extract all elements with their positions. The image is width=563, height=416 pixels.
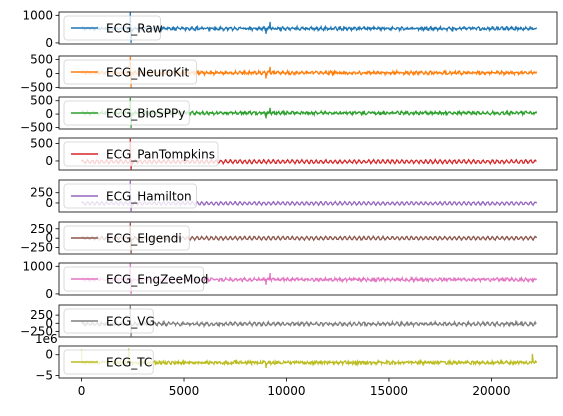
- legend-box: [63, 15, 161, 41]
- subplot-frame: [58, 137, 558, 171]
- x-tick-label: 0: [78, 384, 86, 398]
- y-tick-label: 0: [45, 154, 53, 168]
- y-tick-label: −5: [35, 369, 53, 383]
- legend: ECG_NeuroKit: [63, 59, 197, 85]
- y-tick-label: 0: [45, 66, 53, 80]
- legend: ECG_Raw: [63, 15, 163, 41]
- x-tick-label: 5000: [169, 384, 200, 398]
- series-line-ecg-vg: [81, 305, 537, 337]
- y-tick-label: 1000: [22, 259, 53, 273]
- legend-box: [63, 349, 154, 375]
- legend-box: [63, 308, 154, 334]
- subplot-ecg-engzeemod: 0 1000 ECG_EngZeeMod: [22, 259, 558, 301]
- y-tick-label: 250: [30, 308, 53, 322]
- y-tick-label: 0: [45, 196, 53, 210]
- legend-entry: ECG_TC: [106, 356, 152, 370]
- y-tick-label: 500: [30, 94, 53, 108]
- y-tick-label: 500: [30, 137, 53, 151]
- legend-entry: ECG_Elgendi: [106, 232, 182, 246]
- legend-entry: ECG_Raw: [106, 22, 163, 36]
- y-tick-label: −250: [20, 324, 53, 338]
- x-tick-label: 10000: [267, 384, 305, 398]
- y-tick-label: −500: [20, 80, 53, 94]
- legend-box: [63, 266, 205, 292]
- legend: ECG_PanTompkins: [63, 141, 219, 167]
- legend-box: [63, 225, 190, 251]
- subplot-frame: [58, 179, 558, 213]
- legend-entry: ECG_BioSPPy: [106, 107, 185, 121]
- legend-entry: ECG_VG: [106, 315, 155, 329]
- subplot-ecg-tc: −5 0 1e6 ECG_TC: [35, 332, 558, 383]
- y-tick-label: −250: [20, 241, 53, 255]
- subplot-frame: [58, 96, 558, 130]
- x-tick-label: 15000: [370, 384, 408, 398]
- y-tick-label: 0: [45, 348, 53, 362]
- subplot-ecg-raw: 0 1000 ECG_Raw: [22, 8, 558, 50]
- y-tick-label: 0: [45, 231, 53, 245]
- y-tick-label: 500: [30, 52, 53, 66]
- y-tick-label: 250: [30, 222, 53, 236]
- y-tick-label: 250: [30, 186, 53, 200]
- subplot-frame: [58, 11, 558, 45]
- legend-box: [63, 59, 197, 85]
- legend: ECG_Elgendi: [63, 225, 190, 251]
- y-tick-label: −500: [20, 120, 53, 134]
- legend-box: [63, 183, 197, 209]
- subplot-frame: [58, 304, 558, 338]
- y-tick-label: 0: [45, 316, 53, 330]
- subplots: 01000ECG_Raw−5000500ECG_NeuroKit−5000500…: [20, 8, 558, 383]
- legend-entry: ECG_PanTompkins: [106, 148, 215, 162]
- legend-entry: ECG_Hamilton: [106, 190, 192, 204]
- y-tick-label: 0: [45, 107, 53, 121]
- legend: ECG_BioSPPy: [63, 100, 190, 126]
- legend-entry: ECG_EngZeeMod: [106, 273, 208, 287]
- x-tick-label: 20000: [472, 384, 510, 398]
- legend: ECG_VG: [63, 308, 155, 334]
- y-tick-label: 0: [45, 36, 53, 50]
- legend-box: [63, 141, 219, 167]
- legend: ECG_EngZeeMod: [63, 266, 208, 292]
- legend-entry: ECG_NeuroKit: [106, 66, 189, 80]
- series-line-ecg-tc: [80, 348, 538, 369]
- subplot-ecg-pantompkins: 0 500 ECG_PanTompkins: [30, 137, 558, 171]
- legend: ECG_Hamilton: [63, 183, 197, 209]
- subplot-frame: [58, 262, 558, 296]
- legend-box: [63, 100, 190, 126]
- subplot-frame: [58, 55, 558, 89]
- y-tick-label: 1000: [22, 8, 53, 22]
- subplot-frame: [58, 345, 558, 379]
- x-axis: 0 5000 10000 15000 20000: [78, 378, 511, 398]
- y-offset-label: 1e6: [35, 332, 58, 346]
- legend: ECG_TC: [63, 349, 154, 375]
- y-tick-label: 0: [45, 287, 53, 301]
